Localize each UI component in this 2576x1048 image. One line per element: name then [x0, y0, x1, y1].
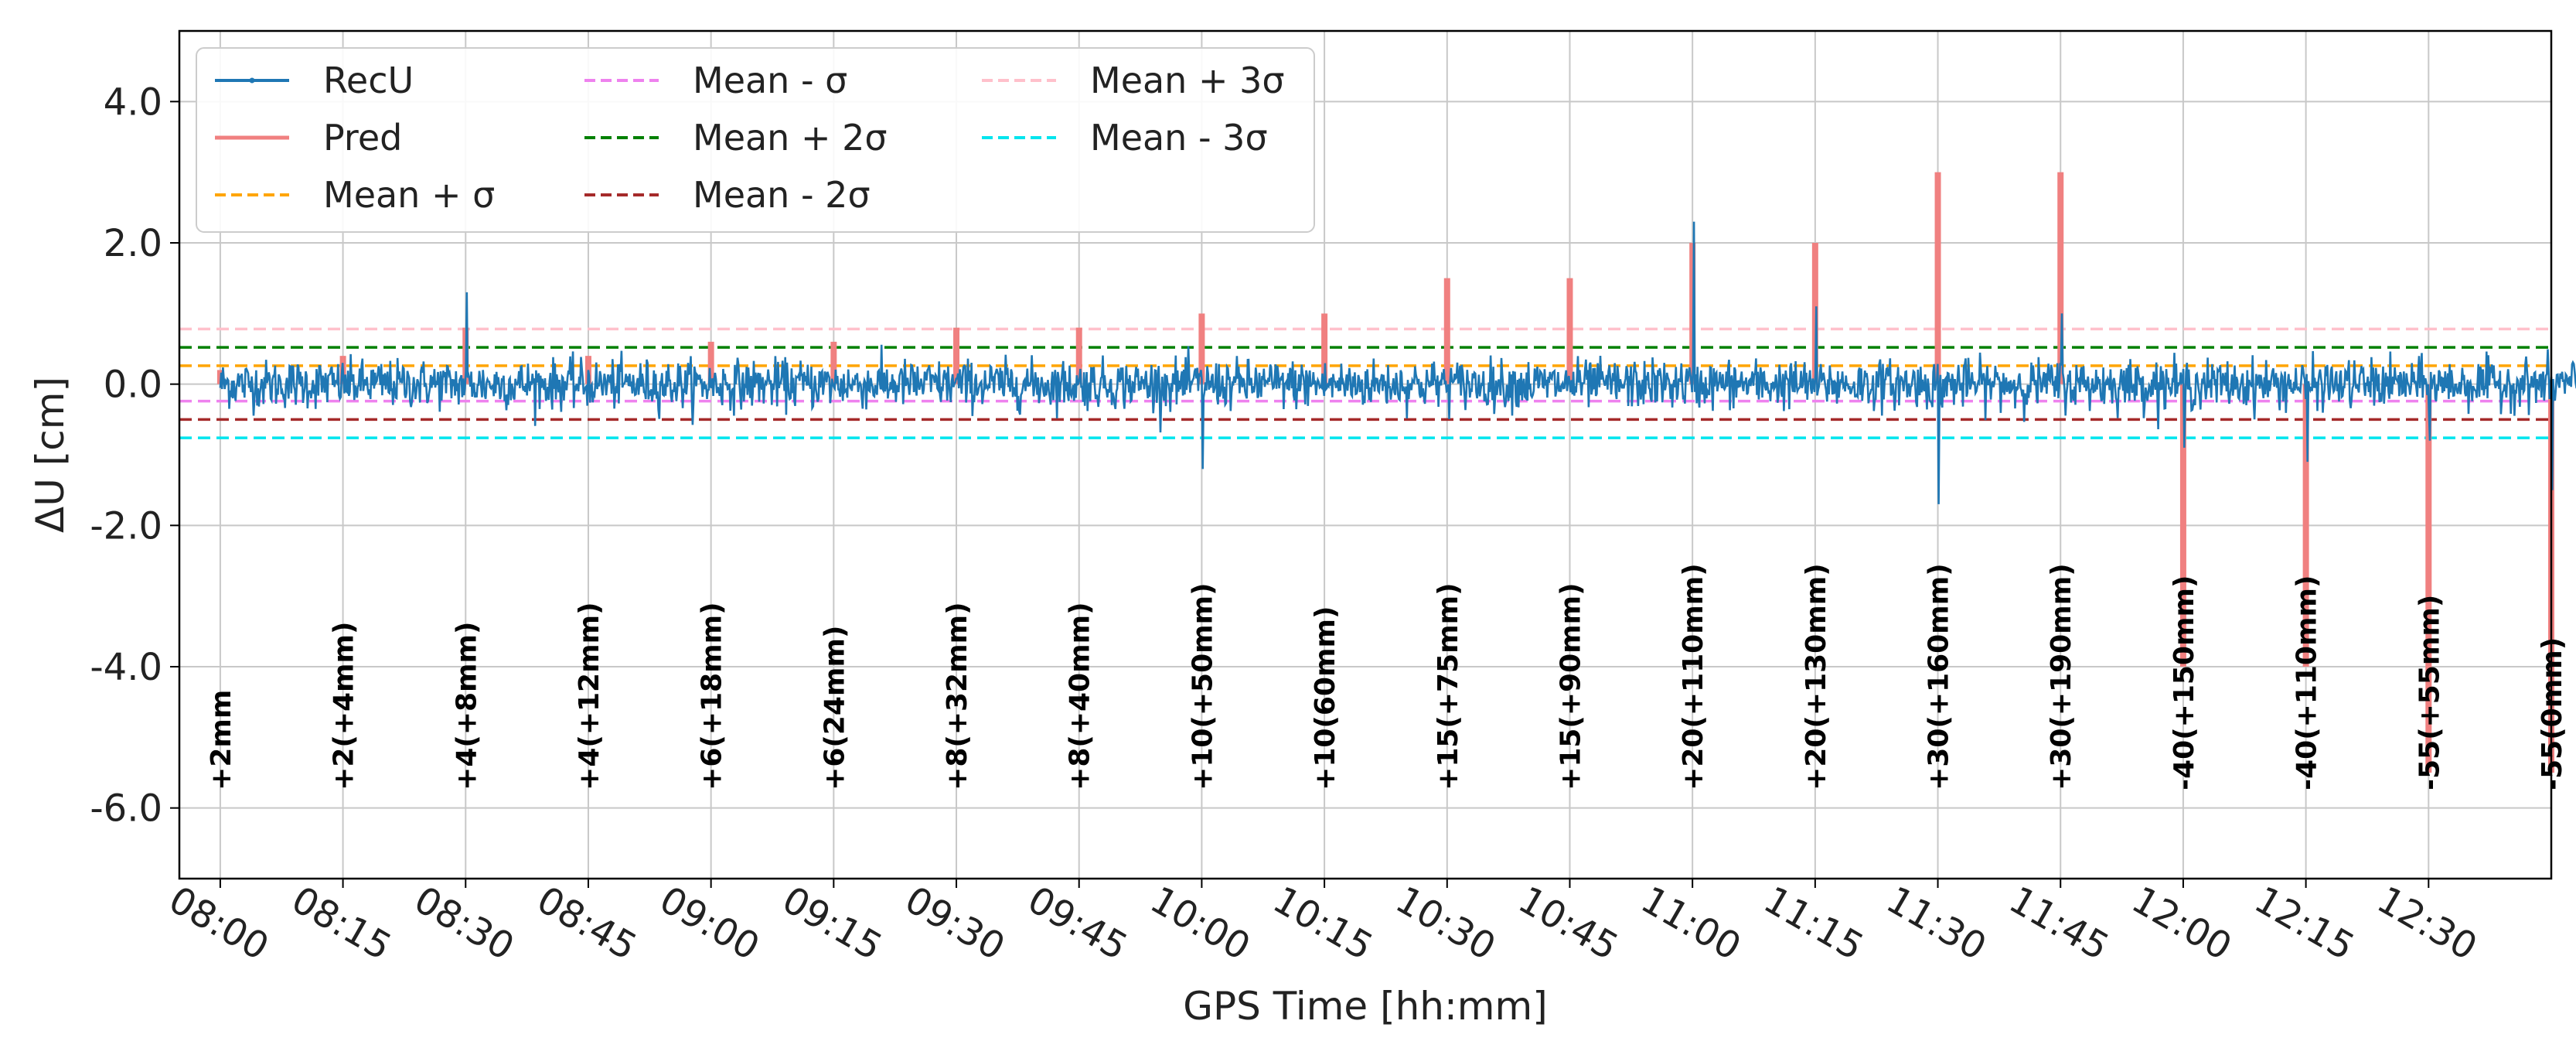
event-label: +6(+18mm) — [697, 602, 728, 790]
event-label: +2(+4mm) — [329, 621, 360, 790]
event-label: +30(+160mm) — [1923, 563, 1955, 790]
legend-label: Mean + 2σ — [693, 117, 888, 159]
legend-label: Pred — [323, 117, 402, 159]
event-label: +6(24mm) — [819, 626, 850, 790]
legend-label: Mean + 3σ — [1090, 60, 1285, 101]
event-annotations: +2mm +2(+4mm) +4(+8mm) +4(+12mm) +6(+18mm) +6… — [206, 563, 2568, 790]
event-label: +8(+40mm) — [1065, 602, 1096, 790]
event-label: +10(+50mm) — [1187, 582, 1218, 790]
event-label: -40(+110mm) — [2291, 575, 2323, 790]
legend-label: Mean + σ — [323, 174, 495, 216]
recu-series — [219, 221, 2576, 504]
event-label: +15(+75mm) — [1433, 582, 1464, 790]
y-axis-title: ΔU [cm] — [28, 377, 73, 533]
plot-frame — [178, 29, 2553, 880]
event-label: +30(+190mm) — [2046, 563, 2077, 790]
event-label: -40(+150mm) — [2169, 575, 2200, 790]
event-label: +2mm — [206, 690, 237, 790]
legend-marker — [249, 77, 255, 84]
event-label: -55(+55mm) — [2414, 595, 2445, 790]
event-label: +4(+8mm) — [451, 621, 482, 790]
legend-label: Mean - σ — [693, 60, 847, 101]
y-tick-label: 4.0 — [104, 80, 162, 124]
event-label: -55(0mm) — [2537, 637, 2568, 790]
y-tick-label: -2.0 — [90, 504, 162, 548]
x-axis-title: GPS Time [hh:mm] — [1183, 984, 1547, 1029]
event-label: +15(+90mm) — [1555, 582, 1586, 790]
y-axis-ticks: -6.0 -4.0 -2.0 0.0 2.0 4.0 — [90, 80, 179, 831]
event-label: +20(+130mm) — [1801, 563, 1832, 790]
event-label: +8(+32mm) — [942, 602, 973, 790]
event-label: +10(60mm) — [1310, 606, 1341, 790]
legend-label: RecU — [323, 60, 414, 101]
legend: RecU Pred Mean + σ Mean - σ Mean + 2σ Mean - … — [196, 47, 1315, 233]
event-label: +20(+110mm) — [1678, 563, 1709, 790]
y-tick-label: 2.0 — [104, 222, 162, 265]
legend-label: Mean - 3σ — [1090, 117, 1268, 159]
y-tick-label: 0.0 — [104, 364, 162, 407]
legend-label: Mean - 2σ — [693, 174, 871, 216]
pred-series — [216, 172, 2554, 773]
legend-box — [196, 47, 1315, 233]
y-tick-label: -6.0 — [90, 787, 162, 831]
event-label: +4(+12mm) — [574, 602, 605, 790]
recu-line — [219, 221, 2576, 504]
y-tick-label: -4.0 — [90, 646, 162, 689]
